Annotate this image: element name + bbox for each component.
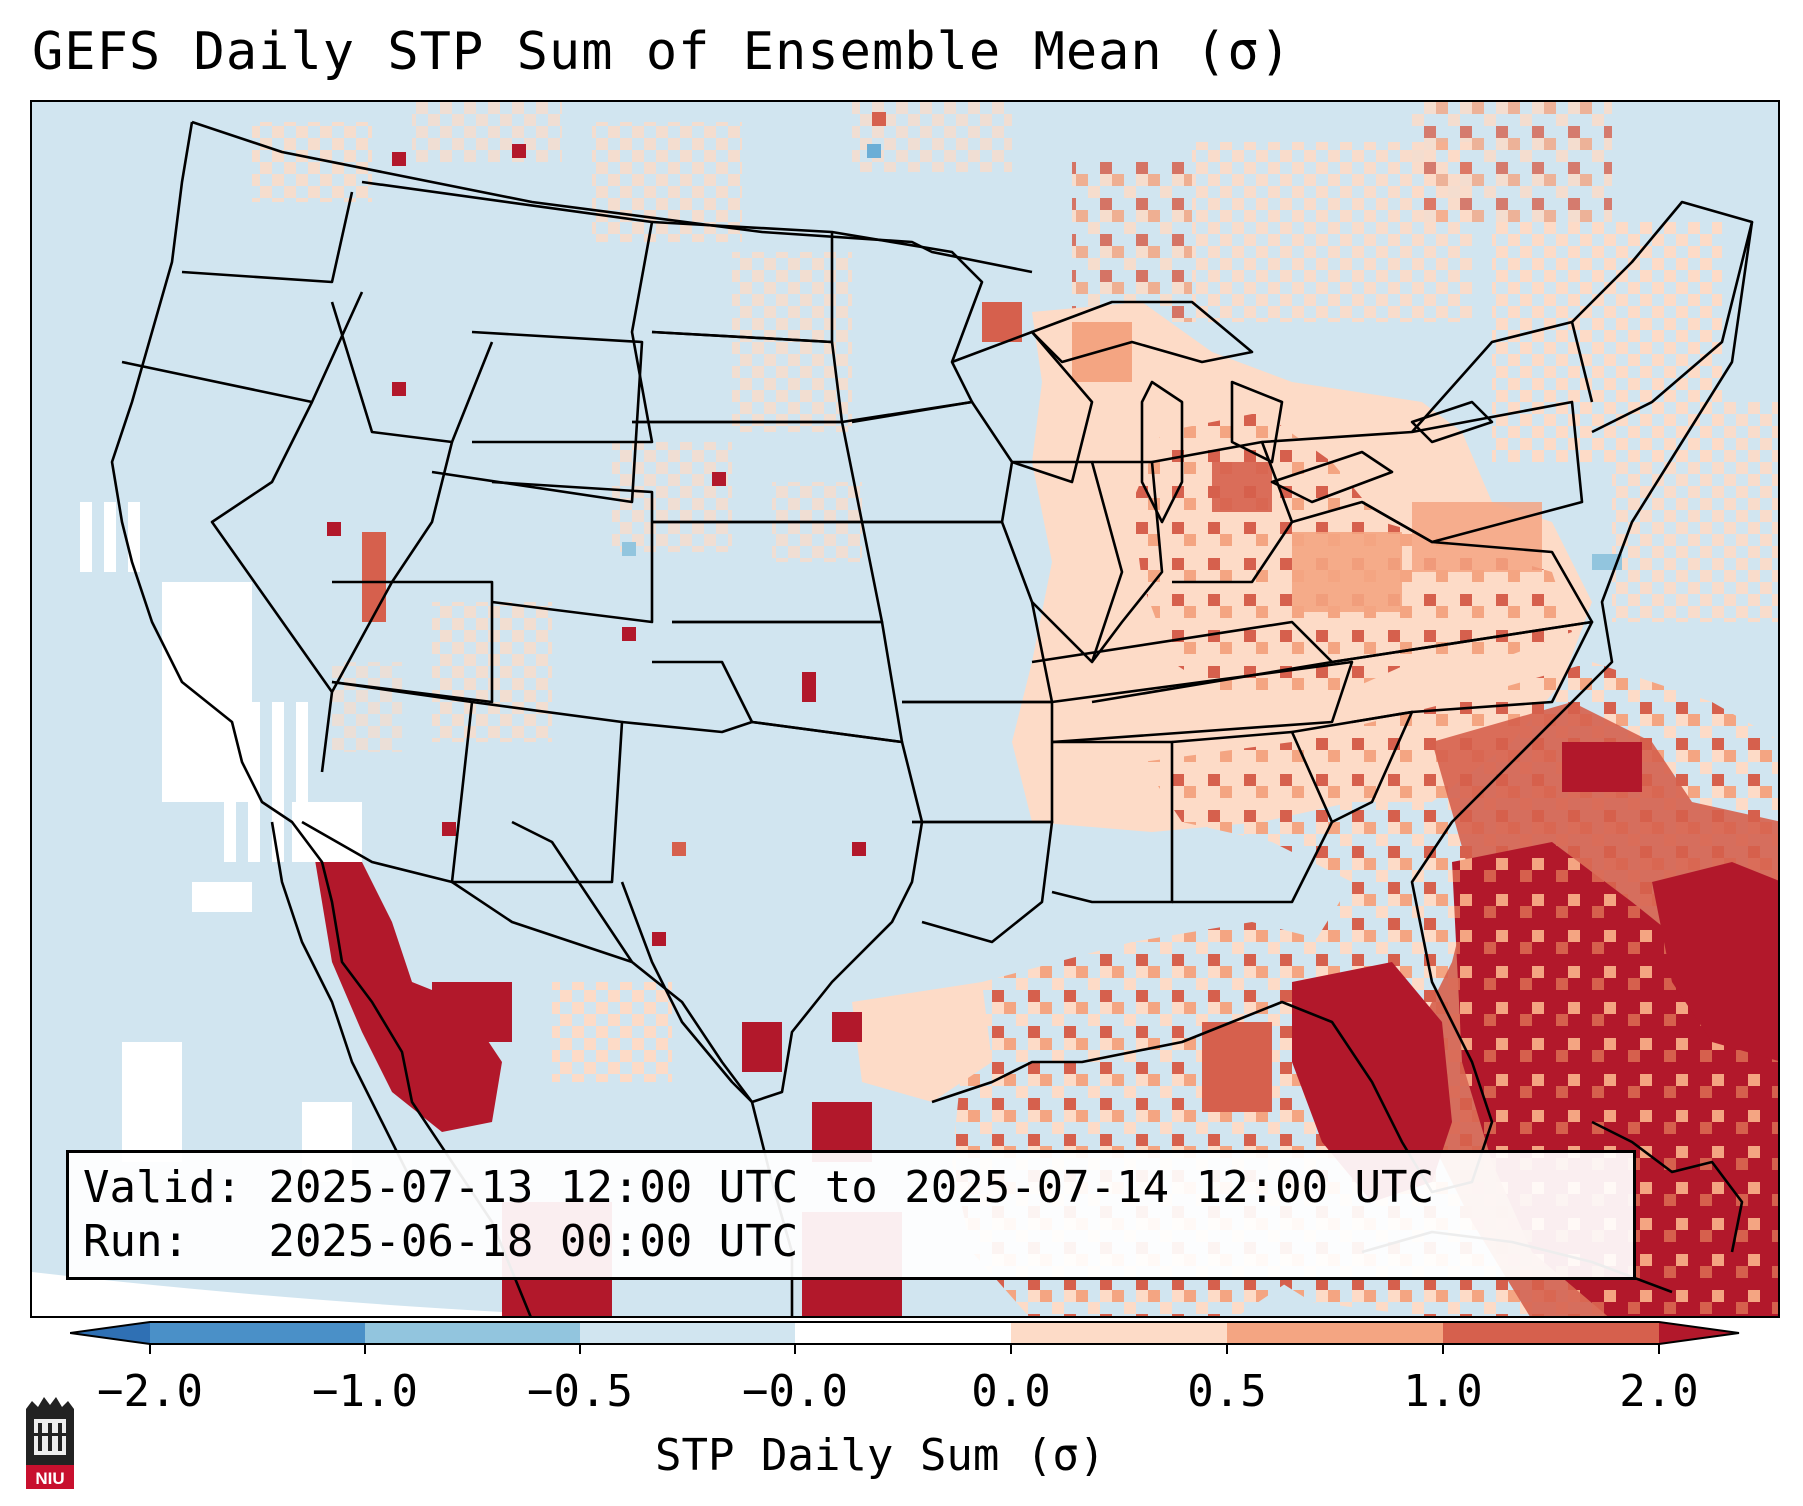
colorbar-bin-3	[580, 1322, 795, 1344]
colorbar-tick: −2.0	[97, 1366, 203, 1417]
valid-value: 2025-07-13 12:00 UTC to 2025-07-14 12:00…	[268, 1162, 1435, 1213]
colorbar-tick: −1.0	[312, 1366, 418, 1417]
colorbar-tick: −0.0	[742, 1366, 848, 1417]
colorbar-bin-6	[1227, 1322, 1443, 1344]
lake-huron	[1230, 380, 1284, 464]
niu-logo: NIU	[26, 1397, 74, 1489]
baja-coastline	[270, 821, 414, 1183]
colorbar-bin-7	[1443, 1322, 1659, 1344]
colorbar-tick: 1.0	[1403, 1366, 1483, 1417]
co-border	[491, 480, 654, 624]
in-border	[1090, 460, 1164, 663]
va-wv-border	[1291, 500, 1594, 664]
isolated-cells	[327, 112, 1622, 946]
colorbar-tick: 2.0	[1619, 1366, 1699, 1417]
ut-border	[331, 580, 494, 704]
valid-label: Valid:	[83, 1162, 242, 1213]
tn-border	[1051, 660, 1354, 744]
colorbar-bin-5	[1011, 1322, 1227, 1344]
lake-superior	[1030, 300, 1254, 364]
colorbar-bin-2	[365, 1322, 580, 1344]
ca-nv-border	[210, 401, 334, 693]
colorbar-bin-1	[150, 1322, 365, 1344]
colorbar-tick: 0.5	[1187, 1366, 1267, 1417]
ny-canada-border	[1411, 320, 1594, 433]
chart-title: GEFS Daily STP Sum of Ensemble Mean (σ)	[32, 22, 1292, 82]
colorbar-bin-4	[795, 1322, 1011, 1344]
logo-text: NIU	[35, 1469, 64, 1488]
run-label: Run:	[83, 1216, 189, 1267]
bahamas	[1591, 1120, 1744, 1253]
colorbar-extend-low	[70, 1322, 150, 1344]
colorbar	[70, 1321, 1740, 1354]
lake-ontario	[1410, 400, 1494, 444]
lake-michigan	[1140, 380, 1184, 524]
la-border	[912, 820, 1054, 944]
pacific-coastline	[110, 121, 532, 1316]
us-mexico-border	[451, 880, 633, 964]
nm-border	[452, 700, 624, 884]
lake-erie	[1270, 450, 1394, 504]
canada-us-border	[191, 120, 1033, 274]
id-border	[330, 301, 494, 444]
il-border	[1012, 460, 1124, 664]
projection-edge	[32, 1272, 580, 1316]
map-canvas	[32, 102, 1778, 1316]
colorbar-label: STP Daily Sum (σ)	[655, 1430, 1106, 1481]
wi-border	[951, 330, 1094, 484]
run-value: 2025-06-18 00:00 UTC	[268, 1216, 799, 1267]
info-box: Valid: 2025-07-13 12:00 UTC to 2025-07-1…	[66, 1150, 1636, 1280]
colorbar-tick: 0.0	[971, 1366, 1051, 1417]
wa-border	[181, 191, 354, 284]
mt-border	[361, 180, 654, 444]
texas-border	[511, 720, 924, 1104]
colorbar-tick: −0.5	[527, 1366, 633, 1417]
map-panel	[30, 100, 1780, 1318]
colorbar-extend-high	[1659, 1322, 1739, 1344]
ky-border	[1031, 620, 1334, 704]
pa-ny-border	[1261, 400, 1584, 544]
